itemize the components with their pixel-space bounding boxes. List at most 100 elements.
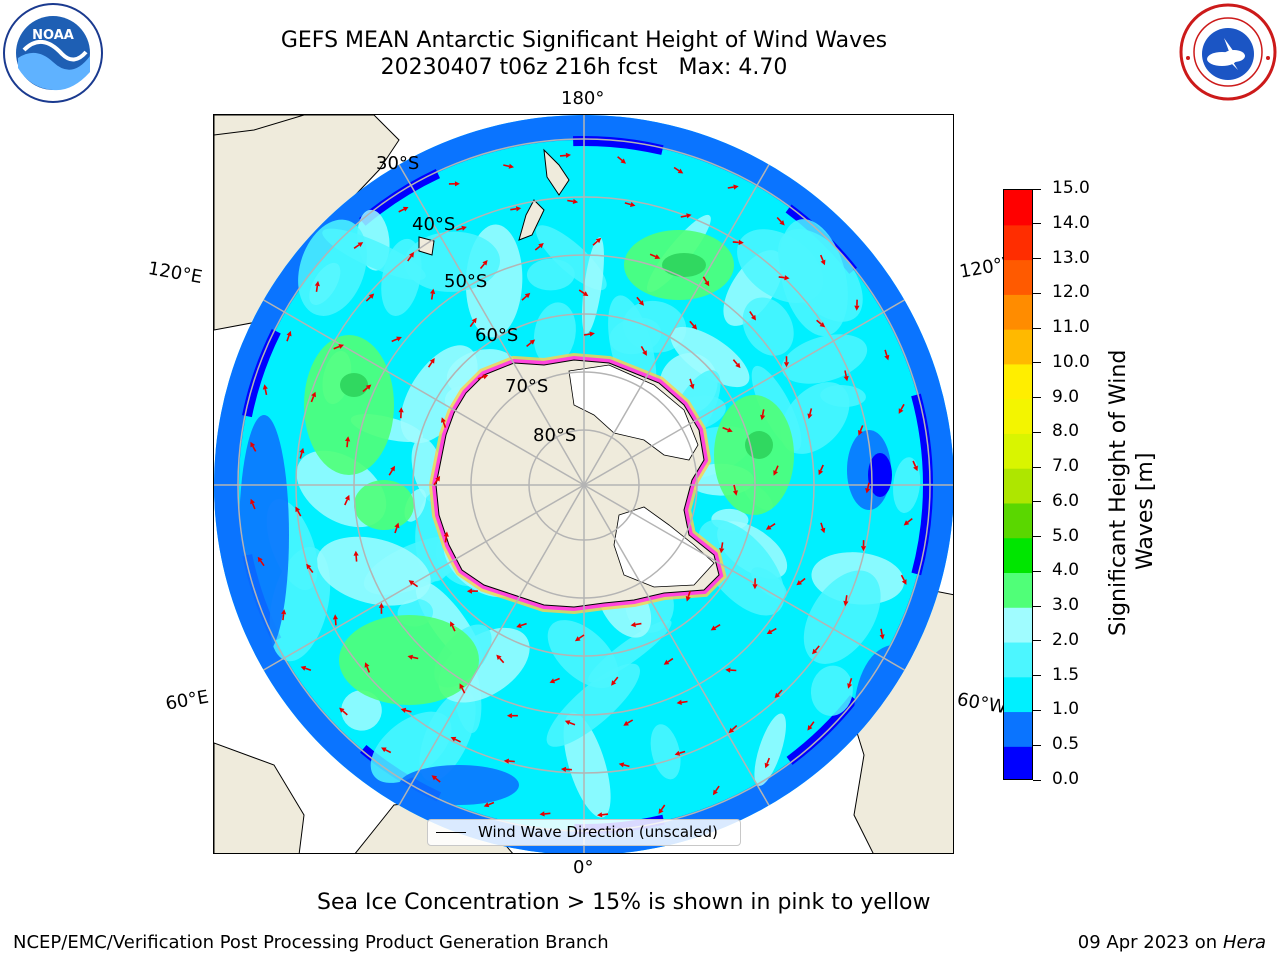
arrow-head xyxy=(538,243,544,249)
arrow-head xyxy=(262,384,268,390)
arrow-shaft xyxy=(714,624,721,629)
noaa-logo-text: NOAA xyxy=(32,28,74,43)
arrow-shaft xyxy=(809,721,815,728)
wave-direction-arrow xyxy=(719,542,725,554)
colorbar-tick-label: 7.0 xyxy=(1052,456,1080,477)
arrow-shaft xyxy=(776,216,782,223)
wave-patch-high xyxy=(354,480,414,530)
arrow-head xyxy=(843,375,849,382)
arrow-head xyxy=(623,720,629,726)
arrow-shaft xyxy=(405,709,412,713)
arrow-head xyxy=(250,441,256,448)
wave-direction-arrow xyxy=(503,163,514,169)
wave-direction-arrow xyxy=(398,206,409,213)
arrow-shaft xyxy=(819,464,824,471)
wave-direction-arrow xyxy=(400,707,412,713)
colorbar-tick-mark xyxy=(1033,397,1041,399)
arrow-head xyxy=(677,168,684,174)
arrow-shaft xyxy=(578,289,585,295)
wave-direction-arrow xyxy=(344,494,350,506)
arrow-shaft xyxy=(809,408,813,415)
arrow-head xyxy=(727,427,733,433)
colorbar-tick-label: 9.0 xyxy=(1052,386,1080,407)
colorbar-tick-label: 12.0 xyxy=(1052,282,1090,303)
wave-direction-arrow xyxy=(378,602,384,614)
arrow-shaft xyxy=(673,166,680,172)
arrow-shaft xyxy=(398,208,405,213)
arrow-shaft xyxy=(819,254,824,261)
arrow-shaft xyxy=(845,595,848,602)
wave-direction-arrow xyxy=(353,550,359,562)
arrow-shaft xyxy=(469,321,475,328)
colorbar-tick-mark xyxy=(1033,675,1041,677)
colorbar-segment xyxy=(1004,329,1032,365)
wave-direction-arrow xyxy=(710,624,721,631)
arrow-head xyxy=(311,391,316,398)
arrow-shaft xyxy=(510,208,517,211)
new-zealand-south xyxy=(518,199,545,241)
arrow-head xyxy=(396,336,402,342)
wave-direction-arrow xyxy=(567,198,579,204)
wave-direction-arrow xyxy=(680,213,692,219)
arrow-shaft xyxy=(394,527,398,534)
wave-direction-arrow xyxy=(623,719,634,726)
colorbar-segment xyxy=(1004,746,1032,779)
arrow-head xyxy=(381,747,387,753)
wave-direction-arrow xyxy=(796,577,806,586)
wave-direction-arrow xyxy=(250,498,256,510)
wave-direction-arrow xyxy=(676,699,688,705)
arrow-shaft xyxy=(252,445,257,452)
arrow-shaft xyxy=(636,296,642,303)
arrow-shaft xyxy=(777,689,783,695)
wave-patch xyxy=(381,238,422,316)
wave-direction-arrow xyxy=(630,622,642,628)
arrow-shaft xyxy=(544,812,551,815)
colorbar-tick-label: 13.0 xyxy=(1052,247,1090,268)
arrow-shaft xyxy=(702,276,708,283)
arrow-shaft xyxy=(355,555,358,562)
arrow-head xyxy=(539,811,545,817)
arrow-shaft xyxy=(299,452,303,459)
wave-direction-arrow xyxy=(649,253,661,259)
arrow-head xyxy=(676,699,682,705)
wave-direction-arrow xyxy=(749,311,756,321)
wave-direction-arrow xyxy=(433,475,441,486)
arrow-shaft xyxy=(733,484,737,491)
arrow-head xyxy=(483,802,490,808)
arrow-head xyxy=(461,225,467,231)
wave-patch xyxy=(298,219,367,316)
wave-direction-arrow xyxy=(624,202,636,207)
arrow-head xyxy=(764,762,770,769)
arrow-head xyxy=(879,634,885,640)
arrow-shaft xyxy=(848,677,853,685)
colorbar-label-line1: Significant Height of Wind xyxy=(1106,349,1131,636)
wave-direction-arrow xyxy=(388,465,395,476)
arrow-shaft xyxy=(286,335,290,342)
arrow-shaft xyxy=(859,425,864,432)
wave-direction-arrow xyxy=(483,801,495,808)
wave-direction-arrow xyxy=(510,206,522,212)
arrow-head xyxy=(779,220,785,226)
wave-direction-arrow xyxy=(466,588,478,594)
wave-direction-arrow xyxy=(300,665,312,672)
wave-direction-arrow xyxy=(448,181,460,187)
arrow-shaft xyxy=(461,687,466,694)
wave-direction-arrow xyxy=(752,578,758,590)
wave-direction-arrow xyxy=(597,812,609,818)
arrow-head xyxy=(765,524,772,530)
arrow-head xyxy=(482,260,488,266)
arrow-shaft xyxy=(454,738,461,743)
arrow-head xyxy=(725,667,731,673)
colorbar-tick-mark xyxy=(1033,605,1041,607)
wind-wave-arrows xyxy=(250,152,918,818)
wave-direction-arrow xyxy=(257,556,265,567)
nws-logo xyxy=(1178,2,1278,102)
wave-direction-arrow xyxy=(640,346,647,356)
arrow-head xyxy=(564,720,571,725)
arrow-shaft xyxy=(553,677,560,682)
wave-direction-arrow xyxy=(310,391,316,403)
arrow-shaft xyxy=(427,361,433,368)
arrow-shaft xyxy=(844,370,847,377)
arrow-head xyxy=(314,280,320,287)
wave-patch-peak xyxy=(662,253,706,277)
